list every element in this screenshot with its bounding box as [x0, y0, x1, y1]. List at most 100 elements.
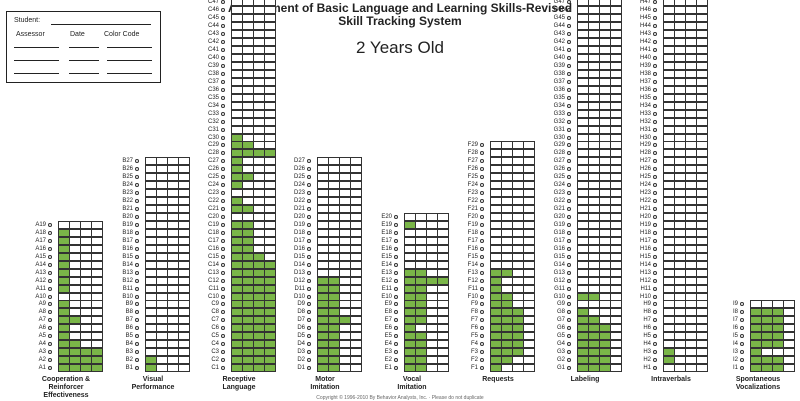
score-cell[interactable] [264, 340, 276, 349]
score-cell[interactable] [437, 276, 449, 285]
score-cell[interactable] [696, 181, 708, 190]
score-cell[interactable] [523, 157, 535, 166]
score-cell[interactable] [350, 165, 362, 174]
score-cell[interactable] [91, 324, 103, 333]
score-cell[interactable] [610, 149, 622, 158]
score-cell[interactable] [91, 276, 103, 285]
score-cell[interactable] [437, 324, 449, 333]
score-cell[interactable] [610, 61, 622, 70]
score-cell[interactable] [350, 220, 362, 229]
score-cell[interactable] [610, 332, 622, 341]
score-cell[interactable] [264, 30, 276, 39]
assessor-line-2[interactable] [14, 60, 59, 61]
score-cell[interactable] [178, 332, 190, 341]
score-cell[interactable] [610, 292, 622, 301]
score-cell[interactable] [523, 308, 535, 317]
score-cell[interactable] [350, 364, 362, 373]
score-cell[interactable] [264, 356, 276, 365]
score-cell[interactable] [523, 268, 535, 277]
score-cell[interactable] [523, 244, 535, 253]
score-cell[interactable] [264, 252, 276, 261]
score-cell[interactable] [178, 228, 190, 237]
score-cell[interactable] [350, 205, 362, 214]
score-cell[interactable] [696, 93, 708, 102]
score-cell[interactable] [696, 252, 708, 261]
score-cell[interactable] [610, 173, 622, 182]
score-cell[interactable] [178, 252, 190, 261]
score-cell[interactable] [91, 244, 103, 253]
score-cell[interactable] [350, 236, 362, 245]
score-cell[interactable] [696, 205, 708, 214]
assessor-line-1[interactable] [14, 47, 59, 48]
score-cell[interactable] [610, 252, 622, 261]
score-cell[interactable] [178, 165, 190, 174]
score-cell[interactable] [610, 38, 622, 47]
score-cell[interactable] [178, 356, 190, 365]
score-cell[interactable] [610, 133, 622, 142]
score-cell[interactable] [696, 260, 708, 269]
score-cell[interactable] [264, 300, 276, 309]
score-cell[interactable] [350, 340, 362, 349]
score-cell[interactable] [178, 308, 190, 317]
score-cell[interactable] [610, 340, 622, 349]
score-cell[interactable] [178, 268, 190, 277]
score-cell[interactable] [696, 141, 708, 150]
score-cell[interactable] [437, 244, 449, 253]
score-cell[interactable] [610, 260, 622, 269]
score-cell[interactable] [610, 197, 622, 206]
score-cell[interactable] [91, 268, 103, 277]
score-cell[interactable] [350, 268, 362, 277]
score-cell[interactable] [437, 292, 449, 301]
score-cell[interactable] [178, 364, 190, 373]
score-cell[interactable] [91, 260, 103, 269]
score-cell[interactable] [696, 14, 708, 23]
score-cell[interactable] [696, 228, 708, 237]
score-cell[interactable] [696, 292, 708, 301]
score-cell[interactable] [437, 213, 449, 221]
score-cell[interactable] [178, 348, 190, 357]
score-cell[interactable] [523, 332, 535, 341]
score-cell[interactable] [264, 14, 276, 23]
score-cell[interactable] [610, 284, 622, 293]
score-cell[interactable] [610, 101, 622, 110]
score-cell[interactable] [264, 6, 276, 15]
score-cell[interactable] [523, 181, 535, 190]
score-cell[interactable] [696, 85, 708, 94]
score-cell[interactable] [610, 316, 622, 325]
score-cell[interactable] [350, 244, 362, 253]
score-cell[interactable] [91, 356, 103, 365]
score-cell[interactable] [350, 332, 362, 341]
score-cell[interactable] [696, 308, 708, 317]
score-cell[interactable] [178, 213, 190, 221]
score-cell[interactable] [783, 364, 795, 373]
score-cell[interactable] [264, 101, 276, 110]
score-cell[interactable] [178, 276, 190, 285]
score-cell[interactable] [264, 133, 276, 142]
color-line-2[interactable] [107, 60, 152, 61]
score-cell[interactable] [264, 46, 276, 55]
score-cell[interactable] [523, 348, 535, 357]
score-cell[interactable] [264, 284, 276, 293]
score-cell[interactable] [264, 0, 276, 7]
score-cell[interactable] [264, 197, 276, 206]
score-cell[interactable] [437, 308, 449, 317]
score-cell[interactable] [696, 0, 708, 7]
score-cell[interactable] [264, 173, 276, 182]
score-cell[interactable] [91, 220, 103, 229]
score-cell[interactable] [610, 54, 622, 62]
score-cell[interactable] [523, 141, 535, 150]
score-cell[interactable] [91, 236, 103, 245]
score-cell[interactable] [610, 30, 622, 39]
score-cell[interactable] [91, 340, 103, 349]
score-cell[interactable] [610, 189, 622, 198]
score-cell[interactable] [350, 292, 362, 301]
color-line-1[interactable] [107, 47, 152, 48]
score-cell[interactable] [264, 332, 276, 341]
score-cell[interactable] [437, 260, 449, 269]
score-cell[interactable] [696, 316, 708, 325]
score-cell[interactable] [696, 332, 708, 341]
score-cell[interactable] [610, 348, 622, 357]
score-cell[interactable] [696, 173, 708, 182]
date-line-2[interactable] [69, 60, 99, 61]
score-cell[interactable] [264, 292, 276, 301]
